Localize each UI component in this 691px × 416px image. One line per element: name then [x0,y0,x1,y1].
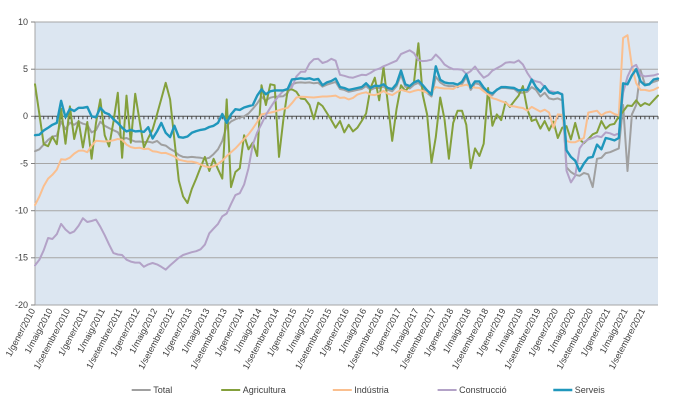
svg-text:Agricultura: Agricultura [243,385,286,395]
svg-text:Serveis: Serveis [575,385,606,395]
svg-text:-15: -15 [15,253,28,263]
svg-text:5: 5 [23,64,28,74]
svg-text:-5: -5 [20,158,28,168]
svg-text:Total: Total [153,385,172,395]
svg-text:Indústria: Indústria [354,385,389,395]
svg-text:10: 10 [18,17,28,27]
svg-text:0: 0 [23,111,28,121]
svg-text:Construcció: Construcció [459,385,507,395]
svg-text:-10: -10 [15,206,28,216]
svg-text:-20: -20 [15,300,28,310]
